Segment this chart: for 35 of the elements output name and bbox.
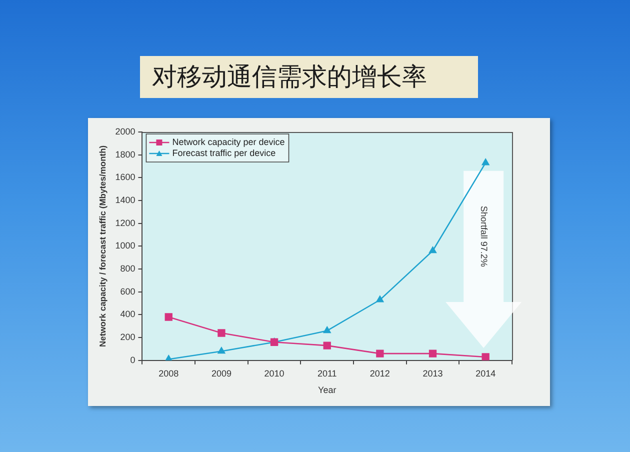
y-tick-label: 1800 <box>115 149 136 160</box>
x-tick-label: 2012 <box>370 368 390 378</box>
y-tick-label: 1000 <box>115 240 136 251</box>
y-tick-label: 0 <box>130 354 136 365</box>
legend-label: Forecast traffic per device <box>172 148 276 158</box>
x-tick-label: 2014 <box>476 368 496 378</box>
point <box>323 342 331 350</box>
point <box>323 326 331 334</box>
y-tick-label: 200 <box>120 332 136 342</box>
x-tick-label: 2009 <box>211 368 232 378</box>
x-tick-label: 2013 <box>422 368 443 378</box>
annotation: Shortfall 97.2% <box>479 206 490 267</box>
point <box>428 350 437 358</box>
y-tick-label: 400 <box>120 309 136 320</box>
chart-title: 对移动通信需求的增长率 <box>140 56 478 98</box>
x-tick-label: 2008 <box>158 368 179 378</box>
y-tick-label: 2000 <box>115 126 136 136</box>
point <box>482 353 490 360</box>
point <box>376 296 384 302</box>
point <box>218 329 226 337</box>
x-tick-label: 2011 <box>317 368 337 378</box>
y-tick-label: 1400 <box>115 195 136 206</box>
y-axis-title: Network capacity / forecast traffic (Mbytes/month) <box>97 145 108 348</box>
point <box>376 350 384 358</box>
y-tick-label: 1200 <box>115 218 136 228</box>
point <box>218 347 226 354</box>
y-tick-label: 600 <box>120 286 136 296</box>
point <box>482 158 490 166</box>
y-tick-label: 1600 <box>115 172 136 182</box>
point <box>429 246 436 254</box>
x-tick-label: 2010 <box>264 368 284 378</box>
x-axis-title: Year <box>318 385 336 396</box>
y-tick-label: 800 <box>120 264 136 274</box>
point <box>164 313 172 321</box>
legend-label: Network capacity per device <box>172 136 285 147</box>
